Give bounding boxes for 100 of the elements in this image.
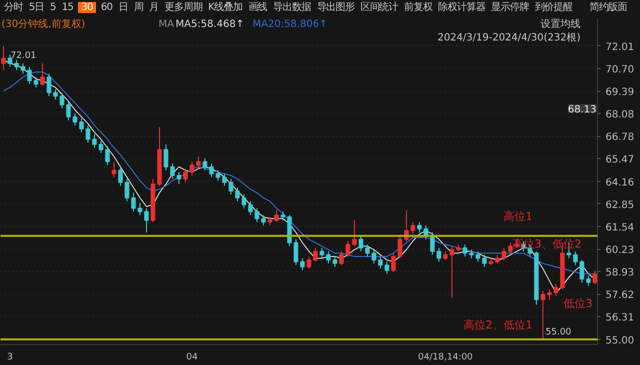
text: 更多周期 [164,2,204,13]
x-tick-label: 04/18,14:00 [418,352,474,362]
candlestick [540,290,546,340]
candlestick [228,178,234,195]
text: 5 [48,2,57,13]
candlestick [450,246,454,298]
candlestick [502,247,506,260]
candlestick [34,76,38,88]
annotation: 高位1 [504,210,532,224]
text: 导出图形 [316,2,356,13]
text: 日 [117,2,129,13]
candlestick [53,88,58,100]
candlestick [118,166,123,186]
text: 画线 [247,2,268,13]
candlestick [209,162,214,178]
candlestick [196,156,201,170]
annotation: 高位2、低位1 [464,318,532,332]
candlestick [417,222,422,233]
y-tick-label: 65.47 [606,154,634,166]
candlestick [339,250,344,266]
text: 除权计算器 [437,2,486,13]
text: 60 [100,2,114,13]
candlestick [274,209,279,223]
candlestick [222,173,227,186]
text: 月 [148,2,160,13]
y-tick-label: 61.54 [606,222,634,234]
y-tick-label: 60.23 [606,245,634,256]
candlestick [1,45,6,71]
candlestick [300,258,305,271]
chart-title: (30分钟线,前复权) [2,18,86,30]
candlestick [8,54,12,68]
candlestick [138,202,142,216]
y-tick-label: 66.78 [606,132,634,144]
candlestick [79,118,84,133]
candlestick [190,161,194,176]
candlestick [358,235,364,252]
candlestick [86,124,90,144]
candlestick [365,244,370,258]
candlestick [112,161,116,178]
candlestick [372,249,376,264]
candlestick [332,256,338,268]
annotation: 55.00 [546,327,572,338]
text: 30 [78,2,96,13]
candlestick [436,247,442,262]
annotation: 2024/3/19-2024/4/30(232根) [437,32,581,44]
candlestick [202,158,208,171]
y-tick-label: 70.70 [606,64,634,76]
y-tick-label: 64.16 [606,177,634,188]
candlestick [554,284,558,297]
candlestick [573,250,578,266]
annotation: MA [158,18,174,30]
annotation: 72.01 [10,51,36,62]
x-tick-label: 3 [7,352,13,362]
y-tick-label: 58.93 [606,268,634,279]
y-tick-label: 68.08 [606,110,634,121]
candlestick [580,259,584,283]
candlestick [592,270,598,285]
candlestick [254,208,260,223]
text: 显示停牌 [490,2,530,13]
text: 简约版面 [588,1,628,15]
y-tick-label: 69.39 [606,87,634,98]
candlestick [320,247,324,259]
y-tick-label: 62.85 [606,200,634,211]
candlestick [176,172,182,185]
candlestick [216,170,220,182]
candlestick [482,254,487,268]
annotation: 低位3 [564,297,592,310]
candlestick [313,247,318,262]
candlestick [352,220,357,247]
annotation: 设置均线 [540,18,580,30]
candlestick [410,222,416,235]
text: 前复权 [402,2,434,13]
text: 15 [60,2,74,13]
x-tick-label: 04 [186,352,198,362]
y-tick-label: 56.31 [606,312,634,324]
candlestick [261,214,266,226]
text: 到价提醒 [534,2,574,13]
annotation: 68.13 [568,104,597,116]
candlestick [183,168,188,183]
candlestick [105,146,110,166]
y-tick-label: 57.62 [606,290,634,302]
candlestick [144,208,149,233]
text: MA5:58.468↑ [176,18,244,30]
candlestick [164,144,168,171]
text: 导出数据 [272,2,312,13]
text: 区间统计 [359,2,399,13]
candlestick [391,252,396,273]
candlestick [92,134,97,148]
candlestick [294,238,298,266]
candlestick [430,232,435,256]
candlestick [547,288,552,300]
candlestick [306,256,312,270]
candlestick [346,240,350,258]
candlestick [124,178,130,202]
text: 周 [132,2,144,13]
y-tick-label: 72.01 [606,42,634,53]
candlestick [40,62,45,86]
candlestick [242,194,246,209]
candlestick [72,112,78,126]
candlestick [476,250,480,262]
